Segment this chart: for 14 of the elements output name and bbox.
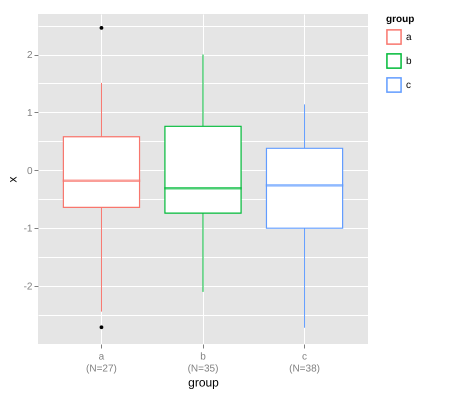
legend-label: a (406, 32, 412, 43)
y-tick-label: 0 (26, 166, 33, 177)
y-tick-label: 1 (26, 108, 33, 119)
x-tick-label: c (N=38) (289, 352, 320, 374)
legend-label: c (406, 80, 411, 91)
y-tick-label: -2 (24, 282, 33, 293)
legend-label: b (406, 56, 412, 67)
y-tick-label: -1 (24, 224, 33, 235)
x-tick-label: b (N=35) (188, 352, 218, 374)
x-tick-label: a (N=27) (86, 352, 117, 374)
y-tick-label: 2 (26, 50, 33, 62)
x-axis-title: group (188, 376, 220, 390)
legend-title: group (386, 14, 414, 25)
y-axis-title: x (6, 176, 20, 182)
